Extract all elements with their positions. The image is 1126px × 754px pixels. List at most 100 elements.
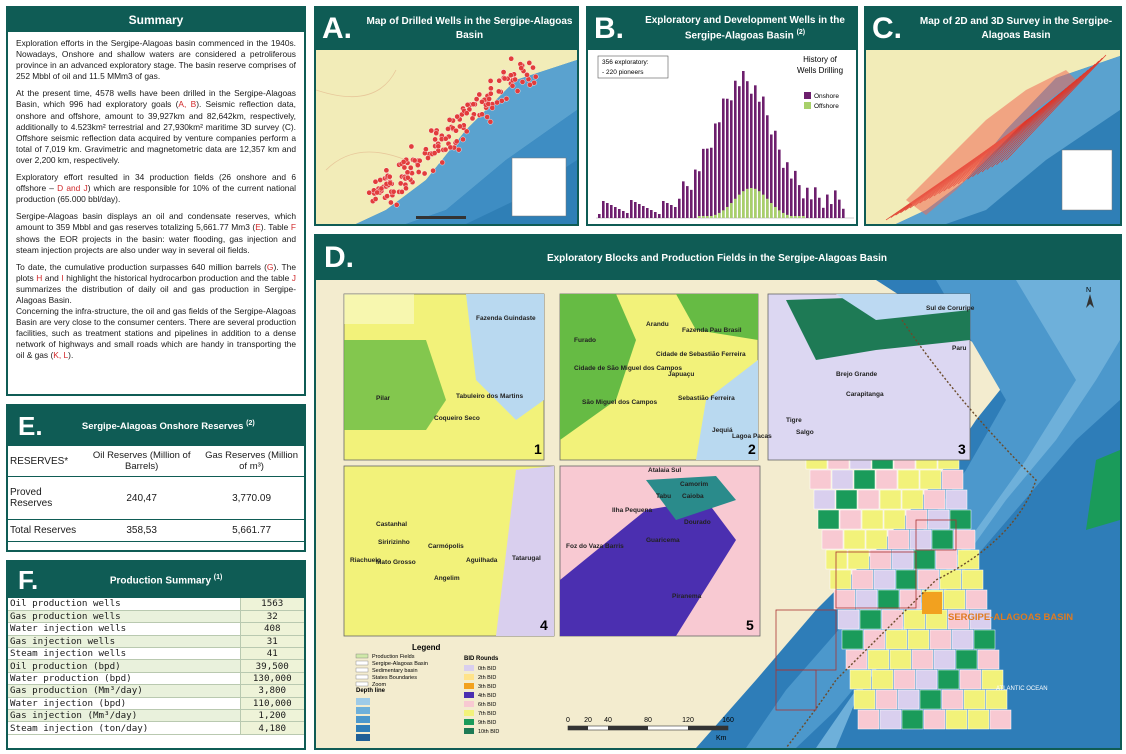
wells-map-panel: A. Map of Drilled Wells in the Sergipe-A… [314, 6, 579, 226]
table-row: Gas injection (Mm³/day) 1,200 [8, 709, 304, 723]
map-c-title: Map of 2D and 3D Survey in the Sergipe-A… [919, 16, 1113, 41]
production-panel: F. Production Summary (1) Oil production… [6, 560, 306, 750]
table-row: Proved Reserves 240,47 3,770.09 [8, 476, 304, 520]
section-letter: F. [18, 564, 39, 595]
blocks-map-panel: D. Exploratory Blocks and Production Fie… [314, 234, 1122, 750]
svg-text:Brejo Grande: Brejo Grande [836, 371, 878, 378]
svg-text:Mato Grosso: Mato Grosso [376, 559, 416, 566]
svg-text:Sebastião Ferreira: Sebastião Ferreira [678, 395, 735, 402]
chart-legend-title: History of [803, 55, 838, 64]
bid-round-item: 3th BID [478, 684, 496, 690]
svg-text:Carapitanga: Carapitanga [846, 391, 884, 398]
svg-text:Dourado: Dourado [684, 519, 711, 526]
chart-b-header: B. Exploratory and Development Wells in … [588, 8, 856, 50]
section-letter: B. [594, 12, 624, 45]
wells-chart-panel: B. Exploratory and Development Wells in … [586, 6, 858, 226]
svg-text:40: 40 [604, 717, 612, 724]
production-label: Water injection (bpd) [8, 697, 240, 711]
bid-round-item: 4th BID [478, 693, 496, 699]
svg-text:Tabu: Tabu [656, 493, 671, 500]
inset-number: 4 [540, 617, 548, 633]
svg-text:Fazenda Pau Brasil: Fazenda Pau Brasil [682, 327, 742, 334]
svg-text:Angelim: Angelim [434, 575, 460, 582]
table-row: Water injection (bpd) 110,000 [8, 697, 304, 711]
summary-paragraph: At the present time, 4578 wells have bee… [16, 88, 296, 165]
production-value: 110,000 [239, 697, 304, 711]
svg-text:Fazenda Guindaste: Fazenda Guindaste [476, 315, 536, 322]
svg-text:Tatarugal: Tatarugal [512, 555, 541, 562]
svg-text:Km: Km [716, 735, 727, 742]
production-value: 31 [239, 635, 304, 649]
chart-note: 356 exploratory: [602, 59, 649, 66]
onshore-swatch [804, 92, 811, 99]
bid-round-item: 7th BID [478, 711, 496, 717]
production-value: 3,800 [239, 684, 304, 698]
inset-number: 1 [534, 441, 542, 457]
production-value: 32 [239, 610, 304, 624]
map-c-header: C. Map of 2D and 3D Survey in the Sergip… [866, 8, 1120, 50]
production-label: Oil production (bpd) [8, 659, 240, 673]
map-a-title: Map of Drilled Wells in the Sergipe-Alag… [366, 16, 573, 41]
legend-offshore: Offshore [814, 103, 839, 110]
production-value: 130,000 [239, 672, 304, 686]
summary-body: Exploration efforts in the Sergipe-Alago… [8, 32, 304, 374]
svg-text:N: N [1086, 287, 1091, 294]
svg-text:Ilha Pequena: Ilha Pequena [612, 507, 652, 514]
svg-text:Arandu: Arandu [646, 321, 669, 328]
chart-legend-title: Wells Drilling [797, 66, 843, 75]
table-row: Steam injection wells 41 [8, 647, 304, 661]
section-letter: E. [18, 410, 43, 441]
svg-text:Legend: Legend [412, 643, 441, 652]
summary-paragraph: Exploration efforts in the Sergipe-Alago… [16, 38, 296, 82]
production-label: Gas injection wells [8, 635, 240, 649]
reserves-row-label: Proved Reserves [8, 476, 85, 520]
bid-round-item: 0th BID [478, 666, 496, 672]
production-label: Gas production wells [8, 610, 240, 624]
oil-value: 240,47 [84, 476, 200, 520]
table-row: Oil production wells 1563 [8, 598, 304, 611]
table-row: Oil production (bpd) 39,500 [8, 659, 304, 673]
production-value: 1563 [239, 598, 304, 611]
svg-text:Guaricema: Guaricema [646, 537, 680, 544]
map-d-header: D. Exploratory Blocks and Production Fie… [316, 236, 1120, 280]
svg-text:Cidade de São Miguel dos Campo: Cidade de São Miguel dos Campos [574, 365, 682, 372]
reserves-col-header: Gas Reserves (Million of m³) [199, 446, 304, 477]
map-legend: Legend Production FieldsSergipe-Alagoas … [355, 643, 499, 741]
svg-text:Salgo: Salgo [796, 429, 814, 436]
reserves-panel: E. Sergipe-Alagoas Onshore Reserves (2) … [6, 404, 306, 552]
production-label: Oil production wells [8, 598, 240, 611]
gas-value: 5,661.77 [199, 519, 304, 542]
svg-text:Cidade de Sebastião Ferreira: Cidade de Sebastião Ferreira [656, 351, 746, 358]
table-row: Gas production wells 32 [8, 610, 304, 624]
bid-round-item: 9th BID [478, 720, 496, 726]
svg-text:Jequiá: Jequiá [712, 427, 733, 434]
summary-paragraph: To date, the cumulative production surpa… [16, 261, 296, 305]
svg-text:Sul de Coruripe: Sul de Coruripe [926, 305, 975, 312]
svg-text:Tigre: Tigre [786, 417, 802, 424]
inset-number: 5 [746, 617, 754, 633]
summary-paragraph: Exploratory effort resulted in 34 produc… [16, 172, 296, 205]
reserves-table: RESERVES* Oil Reserves (Million of Barre… [8, 446, 304, 542]
reserves-header: E. Sergipe-Alagoas Onshore Reserves (2) [8, 406, 304, 446]
basin-label: SERGIPE-ALAGOAS BASIN [948, 612, 1073, 623]
svg-text:Depth line: Depth line [356, 688, 386, 694]
production-label: Steam injection wells [8, 647, 240, 661]
survey-map-image [866, 50, 1120, 224]
svg-text:20: 20 [584, 717, 592, 724]
bid-round-item: 10th BID [478, 729, 499, 735]
production-title: Production Summary (1) [109, 573, 223, 587]
section-letter: C. [872, 12, 902, 45]
north-arrow-icon: N [1086, 287, 1094, 308]
table-row: Gas injection wells 31 [8, 635, 304, 649]
svg-text:Carmópolis: Carmópolis [428, 543, 464, 550]
svg-text:Siririzinho: Siririzinho [378, 539, 410, 546]
production-header: F. Production Summary (1) [8, 562, 304, 598]
reserves-col-header: RESERVES* [8, 446, 85, 477]
reserves-title: Sergipe-Alagoas Onshore Reserves (2) [81, 419, 255, 433]
ocean-label: ATLANTIC OCEAN [996, 686, 1048, 692]
svg-text:Lagoa Pacas: Lagoa Pacas [732, 433, 772, 440]
wells-map-image [316, 50, 577, 224]
gas-value: 3,770.09 [199, 476, 304, 520]
offshore-swatch [804, 102, 811, 109]
chart-note: - 220 pioneers [602, 69, 644, 76]
